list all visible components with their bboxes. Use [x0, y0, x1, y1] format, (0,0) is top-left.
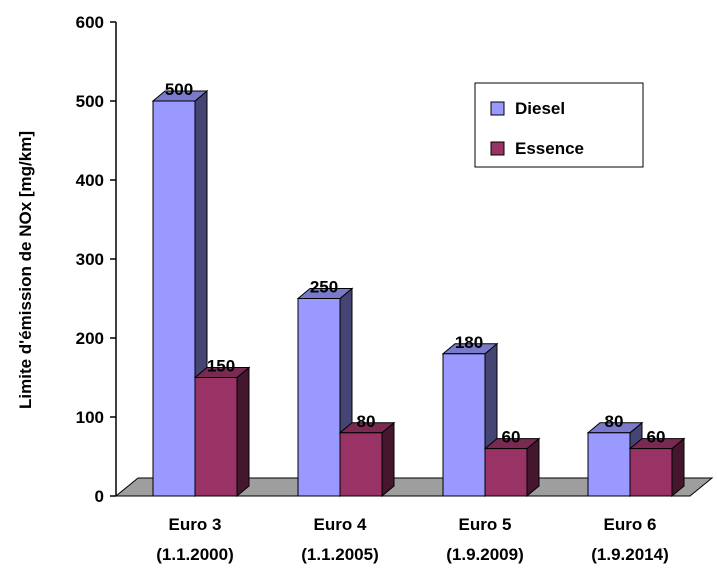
y-tick-label: 500 — [76, 92, 104, 111]
data-label-diesel-4: 80 — [605, 412, 624, 431]
bar-front — [587, 432, 631, 497]
legend: Diesel Essence — [474, 82, 644, 168]
category-label: Euro 3 — [169, 515, 222, 534]
bar-front — [152, 100, 196, 497]
bar-essence-2 — [338, 421, 396, 498]
y-tick-label: 400 — [76, 171, 104, 190]
bars-layer — [151, 89, 686, 498]
bar-front — [442, 353, 486, 497]
data-label-diesel-1: 500 — [165, 80, 193, 99]
bar-essence-3 — [483, 437, 541, 498]
y-tick-label: 100 — [76, 408, 104, 427]
category-sublabel: (1.1.2005) — [301, 545, 379, 564]
data-label-diesel-3: 180 — [455, 333, 483, 352]
data-label-essence-1: 150 — [207, 357, 235, 376]
y-tick-label: 200 — [76, 329, 104, 348]
bar-side — [381, 421, 395, 498]
x-axis-categories: Euro 3 (1.1.2000) Euro 4 (1.1.2005) Euro 5 (1… — [156, 515, 669, 564]
bar-front — [629, 448, 673, 497]
bar-front — [194, 377, 238, 497]
bar-diesel-2 — [296, 287, 354, 498]
data-label-diesel-2: 250 — [310, 278, 338, 297]
bar-side — [236, 366, 250, 498]
y-axis-title: Limite d'émission de NOx [mg/km] — [16, 131, 35, 409]
bar-front — [297, 298, 341, 497]
bar-essence-1 — [193, 366, 251, 498]
data-label-essence-2: 80 — [357, 412, 376, 431]
category-sublabel: (1.9.2014) — [591, 545, 669, 564]
legend-swatch-diesel — [490, 101, 505, 116]
y-tick-label: 300 — [76, 250, 104, 269]
y-tick-label: 600 — [76, 13, 104, 32]
category-label: Euro 4 — [314, 515, 367, 534]
data-labels-layer: 500 150 250 80 180 60 80 60 — [165, 80, 666, 447]
y-tick-label: 0 — [95, 487, 104, 506]
bar-front — [339, 432, 383, 497]
y-axis: 0 100 200 300 400 500 600 — [76, 13, 117, 506]
legend-label-essence: Essence — [515, 139, 584, 158]
category-label: Euro 6 — [604, 515, 657, 534]
category-label: Euro 5 — [459, 515, 512, 534]
data-label-essence-3: 60 — [502, 428, 521, 447]
category-sublabel: (1.1.2000) — [156, 545, 234, 564]
data-label-essence-4: 60 — [647, 428, 666, 447]
bar-front — [484, 448, 528, 497]
legend-swatch-essence — [490, 141, 505, 156]
legend-label-diesel: Diesel — [515, 99, 565, 118]
bar-essence-4 — [628, 437, 686, 498]
category-sublabel: (1.9.2009) — [446, 545, 524, 564]
